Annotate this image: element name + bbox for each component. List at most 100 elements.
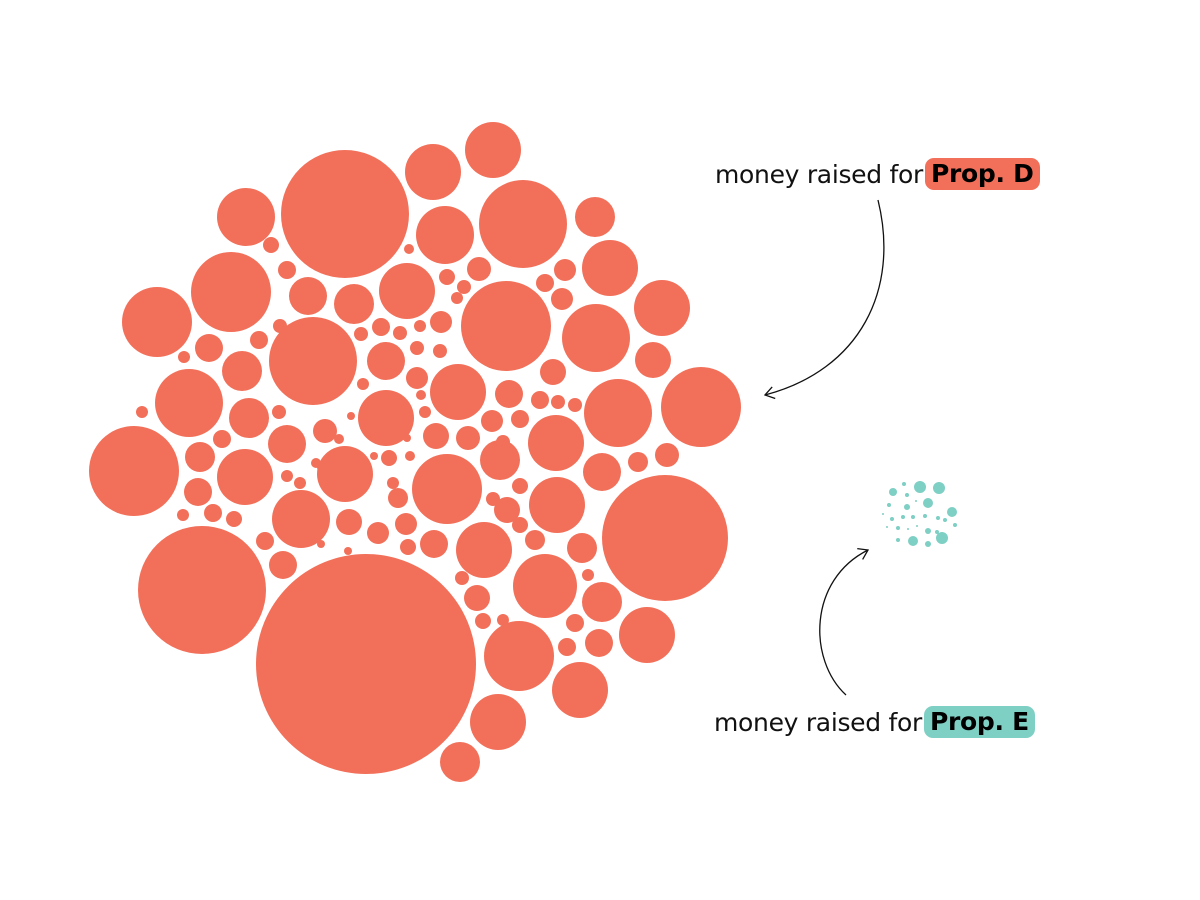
prop-d-bubble	[584, 379, 652, 447]
prop-d-bubble	[582, 582, 622, 622]
prop-e-bubble	[936, 532, 948, 544]
prop-d-bubble	[250, 331, 268, 349]
prop-d-bubble	[191, 252, 271, 332]
prop-d-bubble	[464, 585, 490, 611]
prop-d-bubble	[317, 446, 373, 502]
prop-d-bubble	[379, 263, 435, 319]
prop-d-bubble	[456, 522, 512, 578]
prop-d-bubble	[311, 458, 321, 468]
prop-e-bubble	[904, 504, 910, 510]
prop-d-bubble	[289, 277, 327, 315]
prop-d-bubble	[583, 453, 621, 491]
prop-d-bubble	[406, 367, 428, 389]
prop-d-bubble	[494, 497, 520, 523]
arrow-prop-d	[763, 199, 885, 400]
prop-d-bubble	[334, 284, 374, 324]
prop-d-bubble	[451, 292, 463, 304]
prop-e-bubble	[947, 507, 957, 517]
prop-d-bubble	[528, 415, 584, 471]
prop-d-bubble	[465, 122, 521, 178]
prop-e-bubble-cluster	[882, 481, 957, 547]
prop-e-bubble	[887, 503, 891, 507]
prop-d-bubble	[222, 351, 262, 391]
prop-e-bubble	[923, 498, 933, 508]
prop-d-bubble	[585, 629, 613, 657]
prop-d-bubble	[567, 533, 597, 563]
prop-d-bubble	[529, 477, 585, 533]
prop-d-bubble	[551, 288, 573, 310]
prop-d-bubble	[430, 311, 452, 333]
prop-d-bubble	[272, 490, 330, 548]
prop-d-bubble	[367, 522, 389, 544]
prop-d-bubble	[486, 492, 500, 506]
prop-d-bubble	[263, 237, 279, 253]
prop-d-bubble	[229, 398, 269, 438]
prop-d-bubble	[281, 470, 293, 482]
prop-e-bubble	[925, 541, 931, 547]
prop-e-bubble	[886, 526, 888, 528]
prop-d-bubble	[562, 304, 630, 372]
prop-d-bubble	[138, 526, 266, 654]
prop-d-bubble	[217, 188, 275, 246]
prop-e-highlight: Prop. E	[923, 706, 1035, 738]
prop-d-bubble	[217, 449, 273, 505]
prop-d-bubble	[582, 240, 638, 296]
prop-d-bubble	[566, 614, 584, 632]
prop-e-bubble	[890, 517, 894, 521]
arrow-prop-e	[819, 548, 870, 696]
prop-d-bubble	[461, 281, 551, 371]
prop-d-bubble	[661, 367, 741, 447]
prop-d-bubble	[358, 390, 414, 446]
prop-d-bubble	[430, 364, 486, 420]
prop-d-bubble	[416, 206, 474, 264]
prop-d-bubble	[512, 478, 528, 494]
prop-d-bubble	[155, 369, 223, 437]
prop-d-bubble	[354, 327, 368, 341]
prop-d-bubble	[552, 662, 608, 718]
prop-d-bubble	[344, 547, 352, 555]
prop-d-bubble	[480, 440, 520, 480]
prop-d-bubble-cluster	[89, 122, 741, 782]
prop-d-bubble	[185, 442, 215, 472]
prop-d-bubble	[313, 419, 337, 443]
prop-d-bubble	[511, 410, 529, 428]
prop-e-bubble	[905, 493, 909, 497]
prop-e-bubble	[914, 481, 926, 493]
prop-d-bubble	[336, 509, 362, 535]
prop-d-bubble	[400, 539, 416, 555]
prop-d-bubble	[292, 386, 302, 396]
prop-d-bubble	[372, 318, 390, 336]
prop-d-bubble	[525, 530, 545, 550]
prop-d-bubble	[388, 488, 408, 508]
prop-d-bubble	[495, 380, 523, 408]
prop-d-bubble	[513, 554, 577, 618]
prop-e-bubble	[936, 516, 940, 520]
prop-d-bubble	[439, 269, 455, 285]
prop-d-bubble	[256, 532, 274, 550]
prop-d-bubble	[334, 434, 344, 444]
prop-e-bubble	[911, 515, 915, 519]
prop-e-bubble	[901, 515, 905, 519]
prop-d-bubble	[405, 144, 461, 200]
prop-d-bubble	[204, 504, 222, 522]
prop-e-bubble	[935, 530, 939, 534]
prop-d-bubble	[582, 569, 594, 581]
prop-e-bubble	[925, 528, 931, 534]
prop-d-bubble	[410, 341, 424, 355]
prop-d-bubble	[357, 378, 369, 390]
prop-d-bubble	[381, 450, 397, 466]
prop-e-label: money raised for Prop. E	[714, 706, 1035, 738]
prop-d-label: money raised for Prop. D	[715, 158, 1040, 190]
prop-d-bubble	[387, 477, 399, 489]
prop-d-bubble	[512, 517, 528, 533]
prop-d-bubble	[484, 621, 554, 691]
prop-d-bubble	[455, 571, 469, 585]
prop-d-bubble	[481, 410, 503, 432]
prop-d-bubble	[602, 475, 728, 601]
prop-d-bubble	[457, 280, 471, 294]
prop-d-bubble	[558, 638, 576, 656]
prop-d-bubble	[467, 257, 491, 281]
prop-d-bubble	[628, 452, 648, 472]
prop-e-bubble	[933, 482, 945, 494]
prop-d-bubble	[433, 344, 447, 358]
